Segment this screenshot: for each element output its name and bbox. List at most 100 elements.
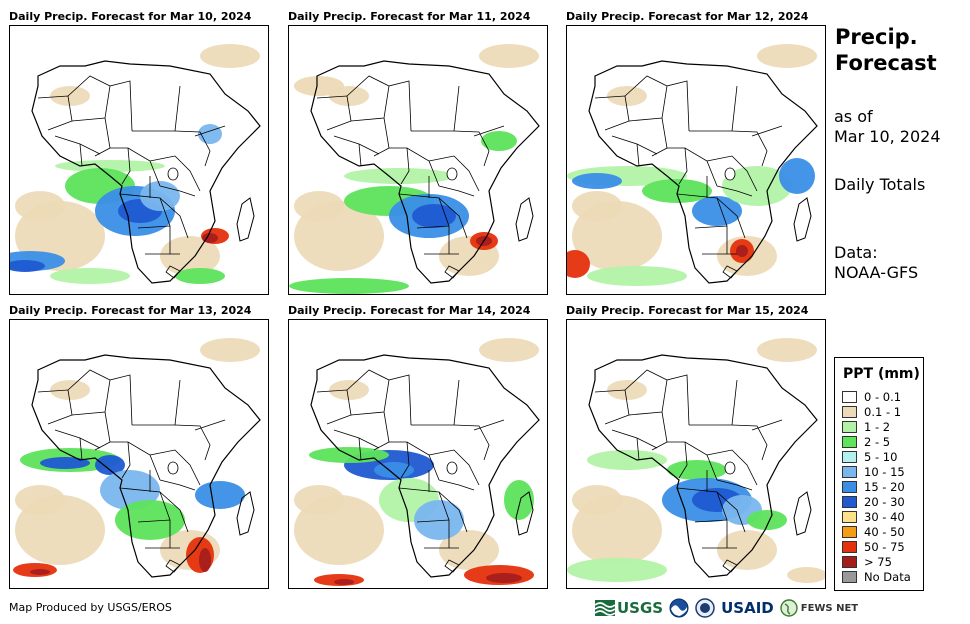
map-panel-mar12	[566, 25, 826, 295]
data-source-line-2: NOAA-GFS	[834, 263, 919, 282]
rain-area	[504, 480, 534, 520]
rain-area	[289, 278, 409, 294]
legend-swatch	[842, 540, 857, 553]
country-border	[149, 449, 201, 486]
fewsnet-globe-icon	[780, 599, 798, 617]
country-border	[667, 147, 718, 187]
country-border	[694, 225, 728, 254]
country-border	[400, 441, 410, 479]
as-of-line-1: as of	[834, 107, 873, 126]
rain-area	[175, 268, 225, 284]
country-border	[628, 80, 690, 132]
rain-area	[692, 196, 742, 226]
light-rain-patch	[294, 485, 344, 515]
rain-area	[195, 481, 245, 509]
country-border	[110, 441, 161, 481]
country-border	[636, 437, 640, 461]
country-border	[453, 424, 490, 461]
country-border	[159, 197, 189, 239]
rain-area	[567, 558, 667, 582]
legend-item: 0.1 - 1	[842, 404, 911, 419]
usgs-wave-icon	[595, 600, 615, 616]
light-rain-patch	[50, 380, 90, 400]
country-border	[594, 389, 630, 425]
country-border	[716, 185, 753, 197]
country-border	[67, 75, 111, 97]
country-border	[346, 75, 390, 97]
country-border	[731, 424, 768, 461]
legend-label: 2 - 5	[864, 434, 891, 449]
panel-title-mar15: Daily Precip. Forecast for Mar 15, 2024	[566, 304, 809, 317]
light-rain-patch	[757, 338, 817, 362]
rain-area	[481, 131, 517, 151]
map-panel-mar13	[9, 319, 269, 589]
country-border	[149, 155, 201, 192]
legend-item: 30 - 40	[842, 509, 911, 524]
legend-label: 15 - 20	[864, 479, 905, 494]
country-border	[71, 374, 133, 426]
country-border	[694, 519, 728, 548]
legend-swatch	[842, 465, 857, 478]
precip-map-mar12	[567, 26, 825, 294]
madagascar-outline	[793, 197, 812, 242]
panel-title-mar12: Daily Precip. Forecast for Mar 12, 2024	[566, 10, 809, 23]
legend-swatch	[842, 450, 857, 463]
light-rain-patch	[757, 44, 817, 68]
legend-item: 20 - 30	[842, 494, 911, 509]
rain-area	[587, 266, 687, 286]
rain-area	[55, 160, 165, 172]
rain-area	[294, 76, 344, 96]
country-border	[316, 95, 352, 131]
legend-swatch	[842, 495, 857, 508]
madagascar-outline	[515, 491, 534, 536]
precip-map-mar11	[289, 26, 547, 294]
rain-area	[10, 260, 45, 272]
africa-outline	[31, 354, 261, 578]
country-border	[438, 185, 475, 197]
country-border	[79, 143, 83, 167]
map-credit: Map Produced by USGS/EROS	[9, 601, 172, 614]
africa-outline	[588, 354, 818, 578]
rain-area	[779, 158, 815, 194]
noaa-logo-icon	[669, 598, 689, 618]
country-border	[316, 389, 352, 425]
country-border	[678, 441, 688, 479]
light-rain-patch	[479, 338, 539, 362]
rain-area	[374, 462, 414, 478]
country-border	[594, 95, 630, 131]
rain-area	[202, 233, 218, 243]
country-border	[751, 419, 783, 431]
legend-label: 40 - 50	[864, 524, 905, 539]
country-border	[350, 80, 412, 132]
rain-area	[787, 567, 825, 583]
rain-area	[414, 500, 464, 540]
rain-area	[587, 450, 667, 470]
country-border	[628, 374, 690, 426]
legend-label: 30 - 40	[864, 509, 905, 524]
country-border	[358, 437, 362, 461]
usgs-logo: USGS	[595, 599, 663, 617]
legend-title: PPT (mm)	[843, 366, 920, 382]
as-of-label: as of Mar 10, 2024	[834, 107, 941, 147]
country-border	[346, 369, 390, 391]
lake-victoria	[446, 167, 458, 181]
legend-label: 20 - 30	[864, 494, 905, 509]
precip-map-mar14	[289, 320, 547, 588]
forecast-title: Precip. Forecast	[835, 24, 937, 76]
light-rain-patch	[15, 485, 65, 515]
country-border	[624, 75, 668, 97]
legend-label: No Data	[864, 569, 911, 584]
country-border	[731, 130, 768, 167]
legend-swatch	[842, 420, 857, 433]
legend-label: 10 - 15	[864, 464, 905, 479]
legend-item: No Data	[842, 569, 911, 584]
light-rain-patch	[717, 530, 777, 570]
country-border	[400, 147, 410, 185]
light-rain-patch	[160, 236, 220, 276]
usaid-logo: USAID	[721, 599, 774, 617]
country-border	[71, 80, 133, 132]
legend-label: > 75	[864, 554, 892, 569]
country-border	[137, 225, 171, 254]
legend-swatch	[842, 525, 857, 538]
country-border	[706, 155, 758, 192]
